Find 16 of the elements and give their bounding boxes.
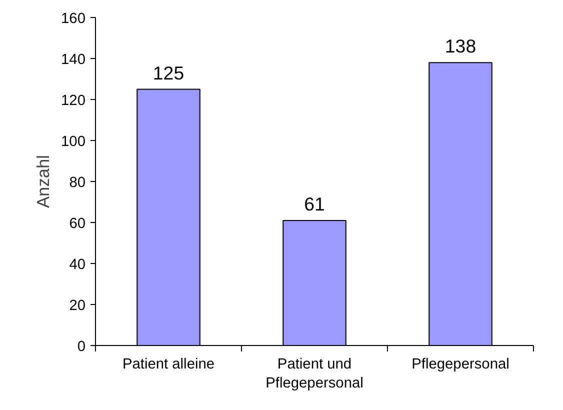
data-label: 138 xyxy=(444,36,476,57)
x-tick-label: Patient alleine xyxy=(122,356,215,372)
y-tick-label: 20 xyxy=(69,298,86,314)
x-tick-label: Patient und Pflegepersonal xyxy=(266,356,364,392)
y-tick-label: 140 xyxy=(61,52,86,68)
y-tick-label: 80 xyxy=(69,175,86,191)
y-tick-label: 120 xyxy=(61,93,86,109)
y-tick-label: 0 xyxy=(77,339,86,355)
y-tick-label: 160 xyxy=(61,11,86,27)
y-tick-label: 60 xyxy=(69,216,86,232)
y-axis-title: Anzahl xyxy=(33,155,54,208)
data-label: 61 xyxy=(304,193,325,214)
x-tick-label: Pflegepersonal xyxy=(412,356,510,372)
data-label: 125 xyxy=(152,62,184,84)
y-tick-label: 40 xyxy=(69,257,86,273)
y-tick-label: 100 xyxy=(61,134,86,150)
